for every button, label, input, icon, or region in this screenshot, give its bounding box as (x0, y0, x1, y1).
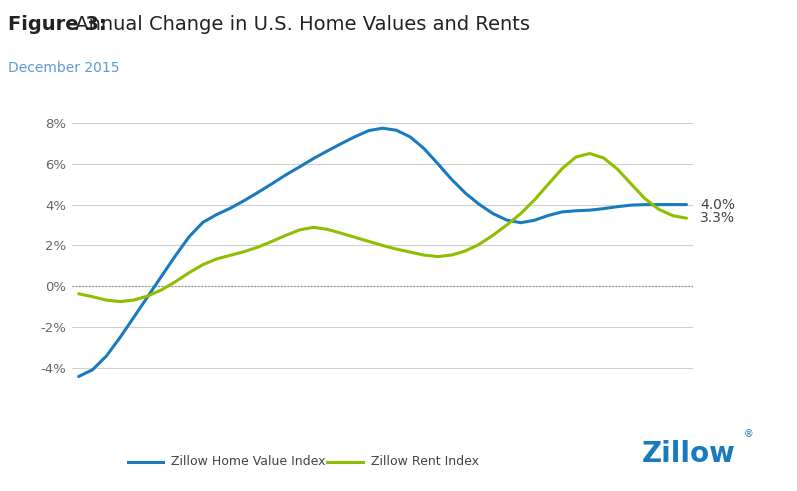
Text: Annual Change in U.S. Home Values and Rents: Annual Change in U.S. Home Values and Re… (69, 15, 530, 34)
Text: Z: Z (593, 439, 614, 469)
Text: Zillow Home Value Index: Zillow Home Value Index (171, 455, 326, 468)
Text: Figure 3:: Figure 3: (8, 15, 107, 34)
Text: Zillow Rent Index: Zillow Rent Index (371, 455, 479, 468)
Text: December 2015: December 2015 (8, 61, 120, 76)
Text: 4.0%: 4.0% (701, 197, 736, 212)
Text: Zillow: Zillow (642, 440, 736, 468)
Text: 3.3%: 3.3% (701, 211, 736, 225)
Text: ®: ® (744, 429, 753, 439)
